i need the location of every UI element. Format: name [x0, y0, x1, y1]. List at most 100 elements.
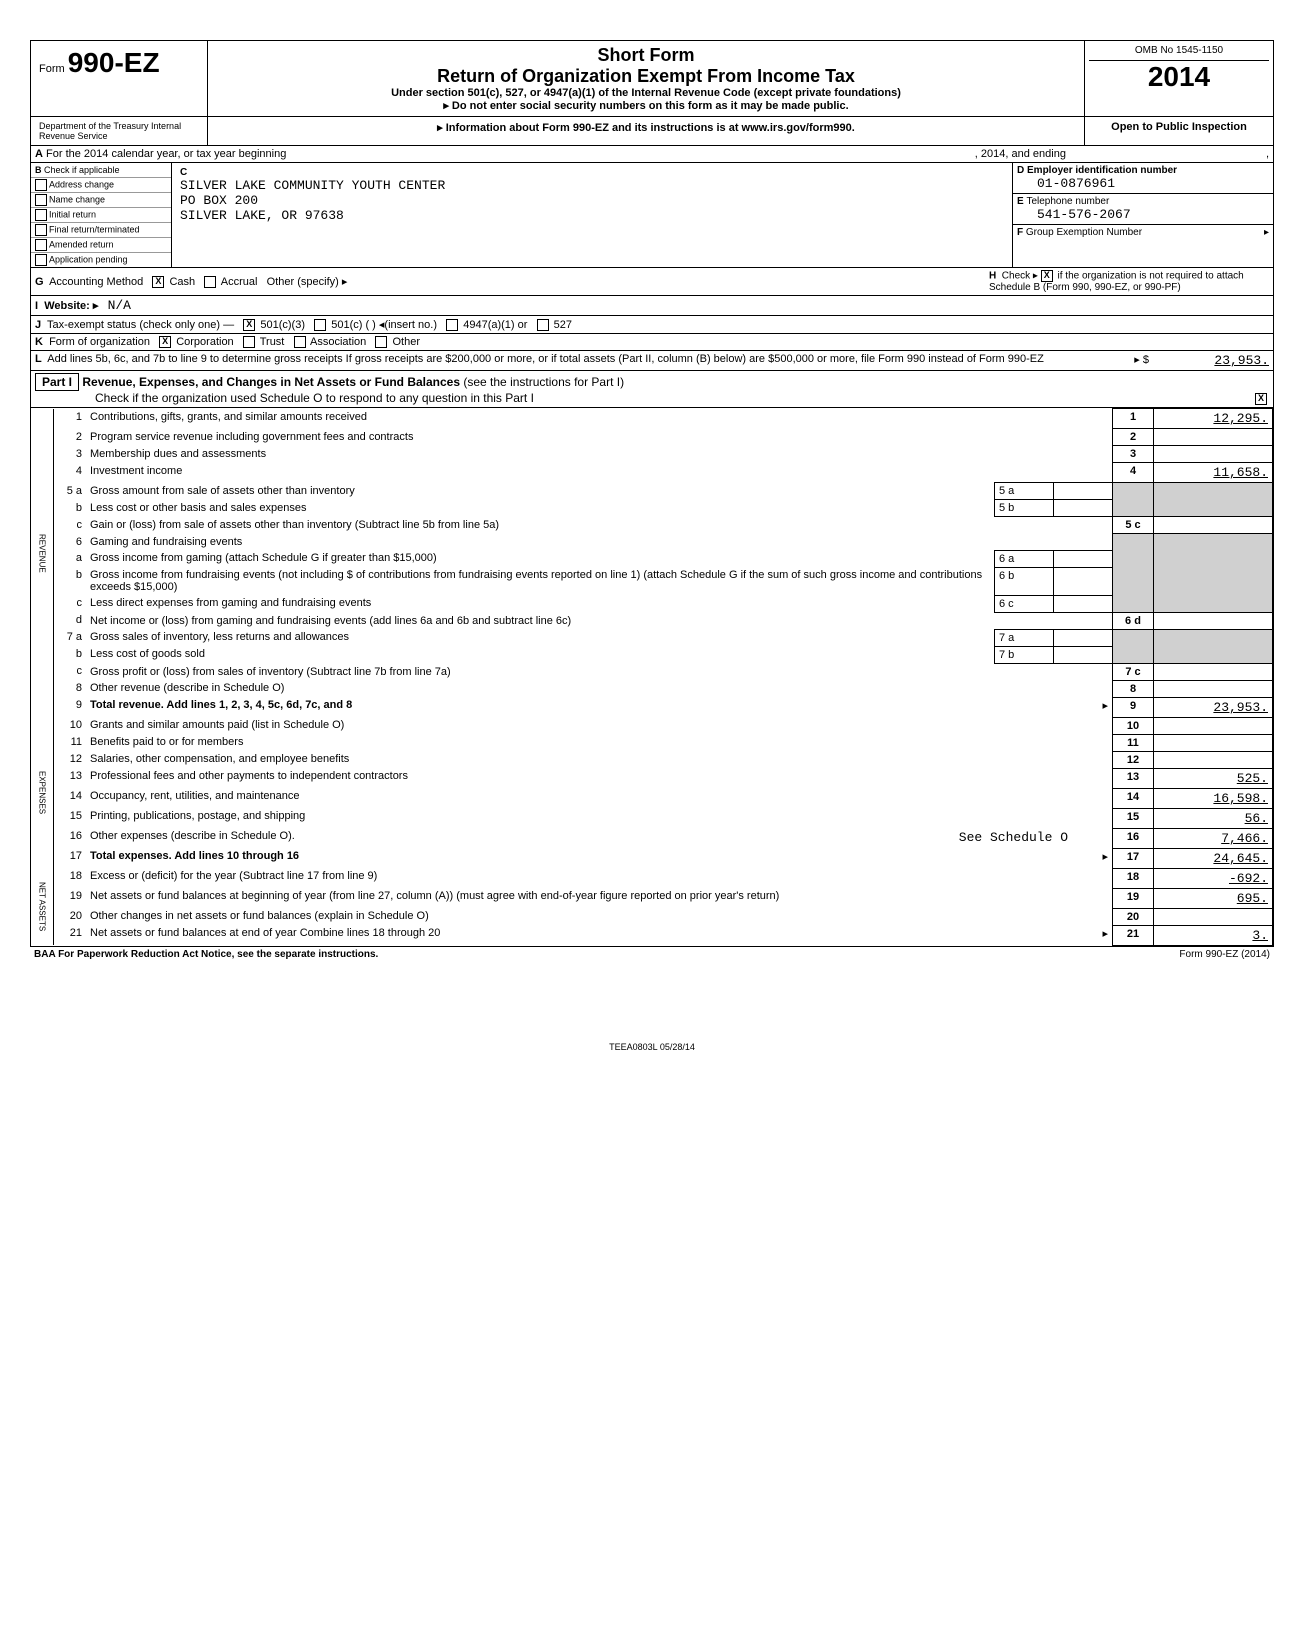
checkbox-assoc[interactable]: [294, 336, 306, 348]
row-i: I Website: ▸ N/A: [31, 296, 1273, 316]
checkbox-final-return[interactable]: [35, 224, 47, 236]
header-row-2: Department of the Treasury Internal Reve…: [31, 117, 1273, 146]
l5a-sub: 5 a: [995, 483, 1054, 500]
checkbox-h[interactable]: X: [1041, 270, 1053, 282]
l11-amount: [1154, 734, 1273, 751]
l4-num: 4: [54, 463, 87, 483]
l1-desc: Contributions, gifts, grants, and simila…: [86, 409, 1113, 429]
l7a-num: 7 a: [54, 629, 87, 646]
l6-shaded: [1113, 534, 1154, 613]
row-k-text: Form of organization: [49, 336, 150, 348]
label-j: J: [35, 319, 41, 331]
cb-app-pending: Application pending: [49, 254, 128, 264]
l12-desc: Salaries, other compensation, and employ…: [86, 751, 1113, 768]
l6a-num: a: [54, 550, 87, 567]
phone-value: 541-576-2067: [1017, 207, 1269, 222]
l6b-sub: 6 b: [995, 567, 1054, 595]
l17-ln: 17: [1113, 848, 1154, 868]
right-column: D Employer identification number 01-0876…: [1013, 163, 1273, 267]
l7a-sub: 7 a: [995, 629, 1054, 646]
l8-ln: 8: [1113, 680, 1154, 697]
part1-label: Part I: [35, 373, 79, 391]
line-a-text2: , 2014, and ending: [975, 148, 1066, 160]
l16-extra: See Schedule O: [959, 830, 1108, 845]
l7c-num: c: [54, 663, 87, 680]
checkbox-accrual[interactable]: [204, 276, 216, 288]
opt-4947: 4947(a)(1) or: [463, 319, 527, 331]
l6a-sub: 6 a: [995, 550, 1054, 567]
checkbox-cash[interactable]: X: [152, 276, 164, 288]
l14-amount: 16,598.: [1154, 788, 1273, 808]
l16-ln: 16: [1113, 828, 1154, 848]
l1-ln: 1: [1113, 409, 1154, 429]
footer-code: TEEA0803L 05/28/14: [30, 1042, 1274, 1052]
l13-ln: 13: [1113, 768, 1154, 788]
l19-desc: Net assets or fund balances at beginning…: [86, 888, 1113, 908]
opt-corp: Corporation: [176, 336, 233, 348]
l5c-amount: [1154, 517, 1273, 534]
l5c-desc: Gain or (loss) from sale of assets other…: [86, 517, 1113, 534]
l15-ln: 15: [1113, 808, 1154, 828]
entity-row: B Check if applicable Address change Nam…: [31, 163, 1273, 268]
checkbox-app-pending[interactable]: [35, 254, 47, 266]
checkbox-other-org[interactable]: [375, 336, 387, 348]
l10-num: 10: [54, 717, 87, 734]
footer-row: BAA For Paperwork Reduction Act Notice, …: [30, 947, 1274, 962]
l5a-subval: [1054, 483, 1113, 500]
l18-desc: Excess or (deficit) for the year (Subtra…: [86, 868, 1113, 888]
tax-year: 2014: [1089, 61, 1269, 93]
section-d-title: Employer identification number: [1027, 165, 1177, 176]
checkbox-initial-return[interactable]: [35, 209, 47, 221]
l5b-sub: 5 b: [995, 500, 1054, 517]
l2-desc: Program service revenue including govern…: [86, 429, 1113, 446]
l5b-num: b: [54, 500, 87, 517]
l7c-amount: [1154, 663, 1273, 680]
l7b-sub: 7 b: [995, 646, 1054, 663]
l9-amount: 23,953.: [1154, 697, 1273, 717]
website-value: N/A: [108, 298, 131, 313]
l4-desc: Investment income: [86, 463, 1113, 483]
cb-address-change: Address change: [49, 179, 114, 189]
checkbox-corp[interactable]: X: [159, 336, 171, 348]
checkbox-527[interactable]: [537, 319, 549, 331]
org-addr1: PO BOX 200: [180, 193, 1004, 208]
part1-title: Revenue, Expenses, and Changes in Net As…: [82, 375, 460, 389]
public-inspection: Open to Public Inspection: [1084, 117, 1273, 145]
l5b-desc: Less cost or other basis and sales expen…: [86, 500, 995, 517]
gross-receipts-value: 23,953.: [1149, 353, 1269, 368]
label-k: K: [35, 336, 43, 348]
opt-501c3: 501(c)(3): [260, 319, 305, 331]
opt-cash: Cash: [169, 276, 195, 288]
checkbox-trust[interactable]: [243, 336, 255, 348]
l3-desc: Membership dues and assessments: [86, 446, 1113, 463]
l19-amount: 695.: [1154, 888, 1273, 908]
row-h-text1: Check ▸: [1002, 271, 1038, 282]
checkbox-sched-o[interactable]: X: [1255, 393, 1267, 405]
side-netassets: NET ASSETS: [31, 868, 54, 945]
checkbox-4947[interactable]: [446, 319, 458, 331]
checkbox-address-change[interactable]: [35, 179, 47, 191]
label-g: G: [35, 276, 44, 288]
label-e: E: [1017, 196, 1024, 207]
l2-num: 2: [54, 429, 87, 446]
l5a-desc: Gross amount from sale of assets other t…: [86, 483, 995, 500]
l5a-num: 5 a: [54, 483, 87, 500]
l13-num: 13: [54, 768, 87, 788]
note1: ▸ Do not enter social security numbers o…: [216, 99, 1076, 112]
checkbox-501c[interactable]: [314, 319, 326, 331]
side-expenses: EXPENSES: [31, 717, 54, 868]
checkbox-amended[interactable]: [35, 239, 47, 251]
l18-amount: -692.: [1154, 868, 1273, 888]
l3-num: 3: [54, 446, 87, 463]
l2-amount: [1154, 429, 1273, 446]
section-b-header: Check if applicable: [44, 165, 120, 175]
checkbox-501c3[interactable]: X: [243, 319, 255, 331]
omb-number: OMB No 1545-1150: [1089, 45, 1269, 61]
l15-num: 15: [54, 808, 87, 828]
checkbox-name-change[interactable]: [35, 194, 47, 206]
l7ab-shaded-amt: [1154, 629, 1273, 663]
l7b-num: b: [54, 646, 87, 663]
l16-amount: 7,466.: [1154, 828, 1273, 848]
line-a-text3: ,: [1266, 148, 1269, 160]
section-f-arrow: ▸: [1264, 227, 1269, 238]
